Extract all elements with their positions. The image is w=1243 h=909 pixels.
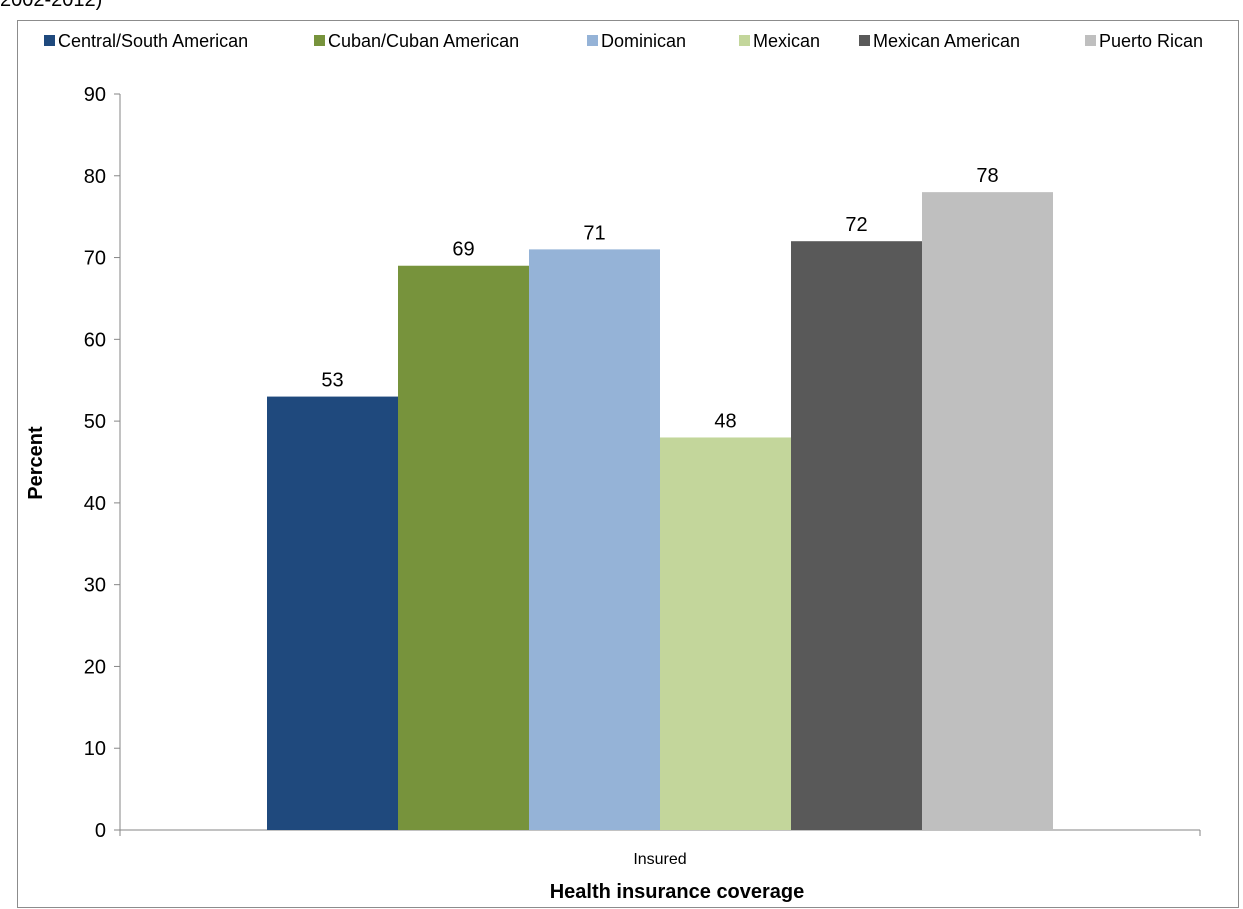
legend-label: Mexican: [753, 31, 820, 51]
chart-frame: [17, 20, 1239, 908]
legend-label: Central/South American: [58, 31, 248, 51]
y-tick-label: 10: [84, 738, 106, 760]
y-tick-label: 70: [84, 248, 106, 270]
legend: Central/South American Cuban/Cuban Americ…: [44, 31, 1203, 51]
y-tick-label: 20: [84, 656, 106, 678]
y-tick-label: 80: [84, 166, 106, 188]
bar: [660, 437, 791, 830]
legend-label: Cuban/Cuban American: [328, 31, 519, 51]
bar: [922, 192, 1053, 831]
data-label: 71: [583, 222, 605, 244]
data-label: 53: [321, 370, 343, 392]
legend-swatch: [859, 35, 870, 46]
data-label: 72: [845, 214, 867, 236]
y-tick-label: 30: [84, 575, 106, 597]
page-title: 2002-2012): [0, 0, 103, 11]
y-tick-label: 0: [95, 820, 106, 842]
legend-swatch: [587, 35, 598, 46]
legend-swatch: [739, 35, 750, 46]
bar: [267, 396, 398, 830]
legend-swatch: [1085, 35, 1096, 46]
legend-label: Dominican: [601, 31, 686, 51]
x-category-label: Insured: [633, 851, 686, 868]
bar: [791, 241, 922, 830]
legend-swatch: [314, 35, 325, 46]
x-axis-title: Health insurance coverage: [550, 881, 805, 903]
y-tick-label: 50: [84, 411, 106, 433]
legend-swatch: [44, 35, 55, 46]
y-tick-label: 60: [84, 329, 106, 351]
data-label: 78: [976, 165, 998, 187]
data-label: 69: [452, 239, 474, 261]
y-axis-title: Percent: [25, 426, 47, 500]
bars: [267, 192, 1053, 831]
data-label: 48: [714, 410, 736, 432]
bar: [529, 249, 660, 830]
legend-label: Mexican American: [873, 31, 1020, 51]
legend-label: Puerto Rican: [1099, 31, 1203, 51]
bar: [398, 265, 529, 830]
data-labels: 53 69 71 48 72 78: [321, 165, 998, 432]
y-tick-label: 90: [84, 84, 106, 106]
y-tick-label: 40: [84, 493, 106, 515]
